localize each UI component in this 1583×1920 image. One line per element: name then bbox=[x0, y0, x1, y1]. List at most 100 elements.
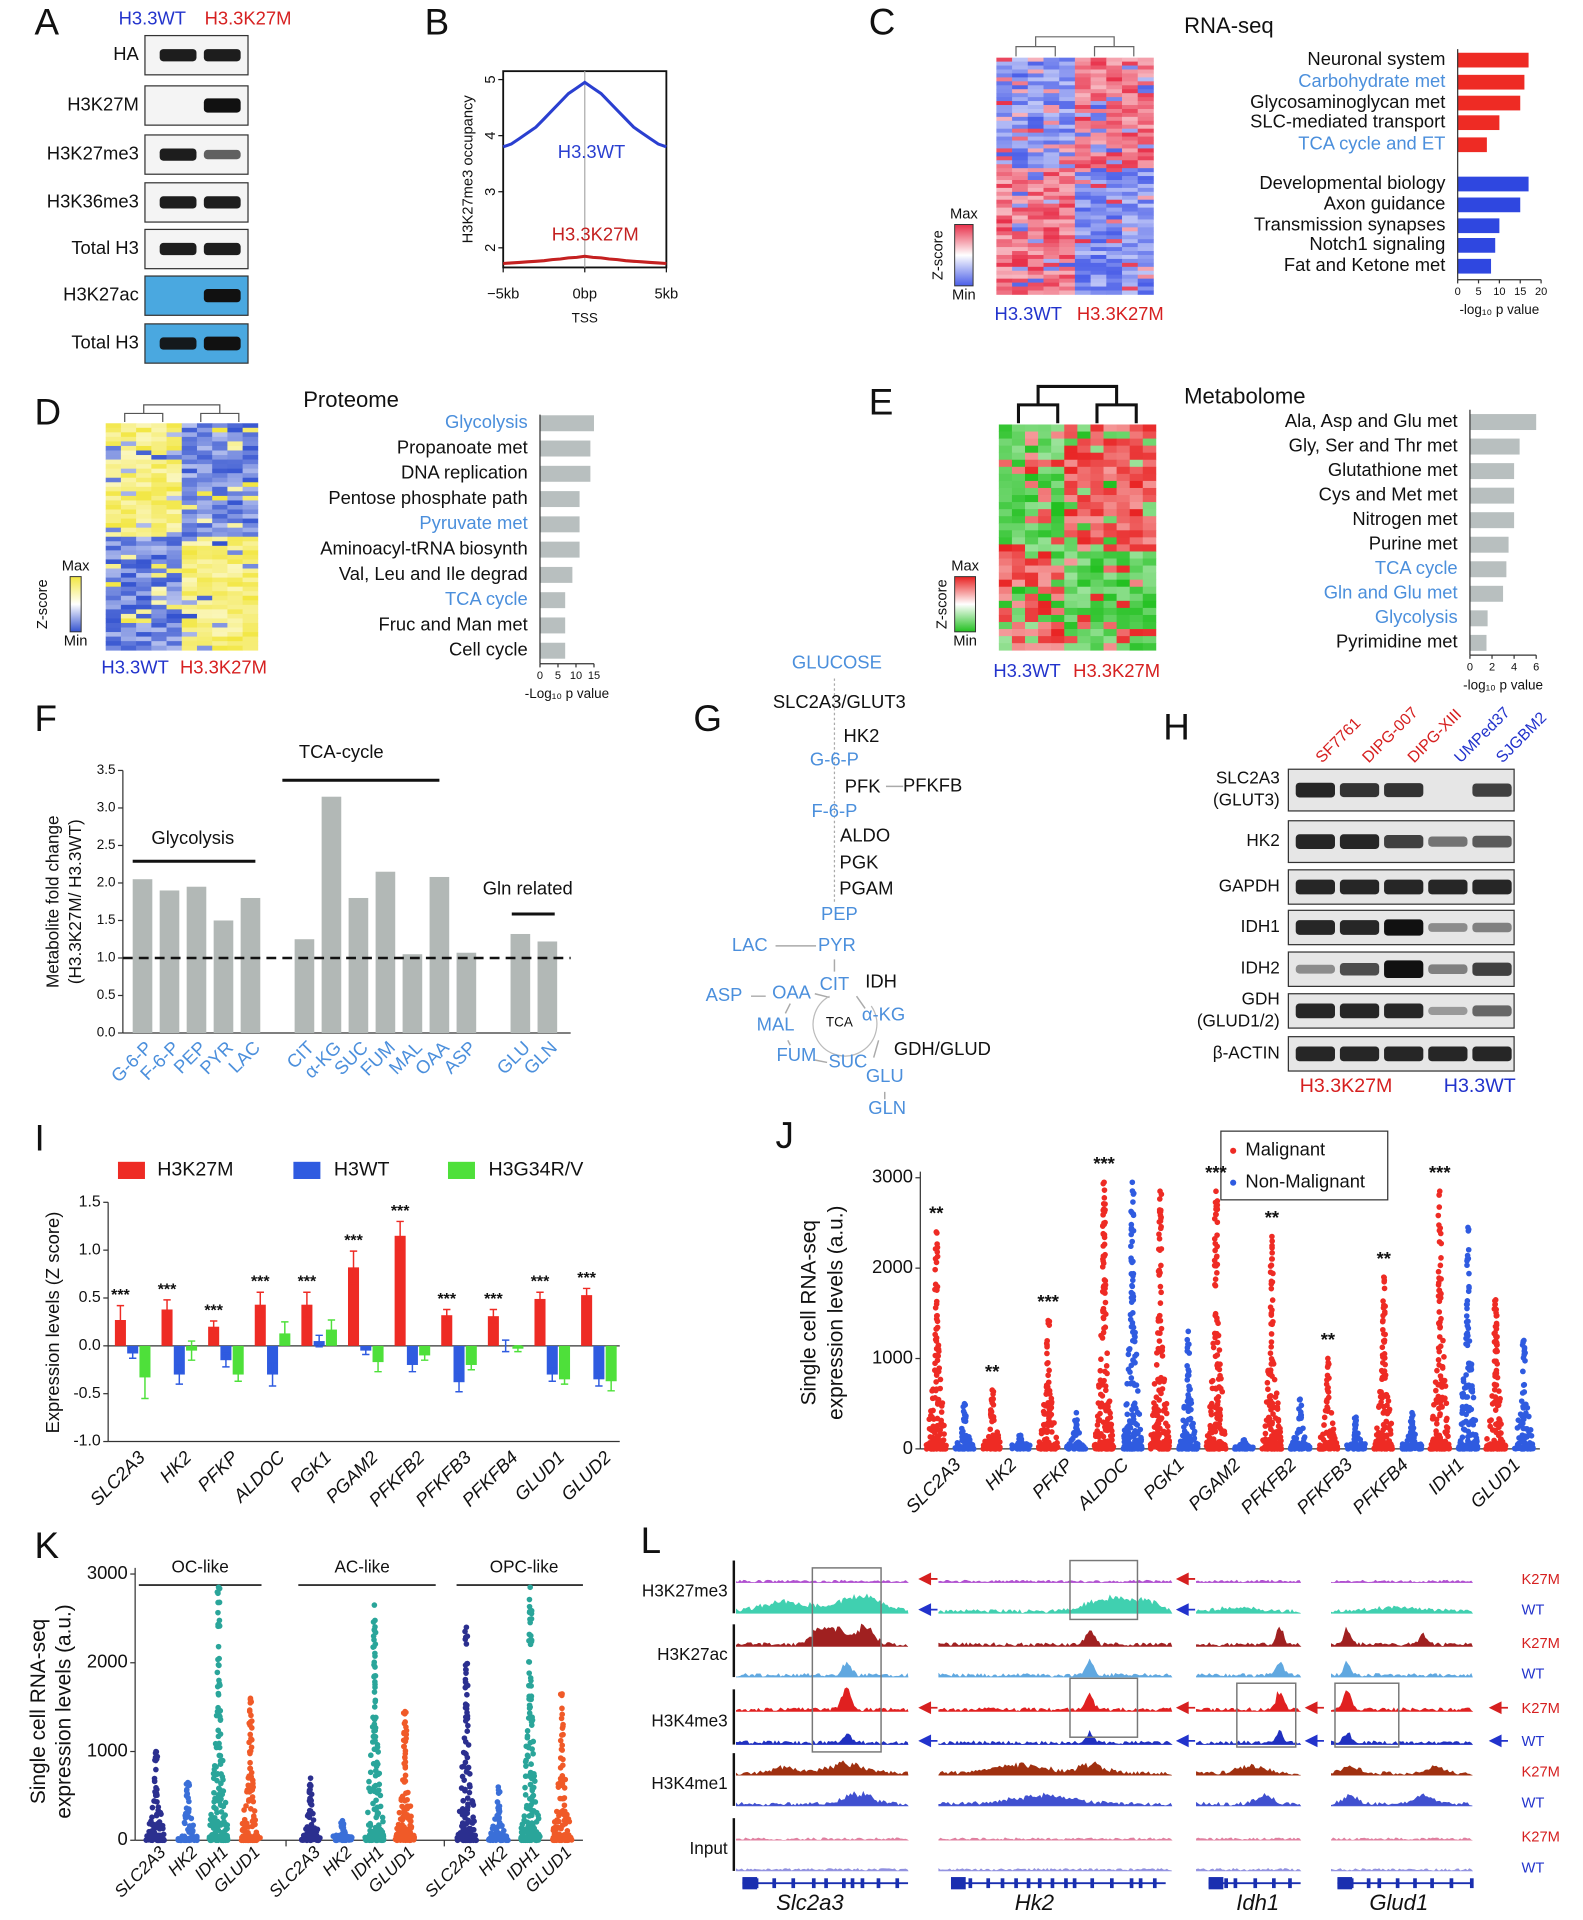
heatmap-cell bbox=[1137, 207, 1154, 212]
heatmap-cell bbox=[1059, 65, 1076, 70]
heatmap-cell bbox=[151, 550, 167, 556]
pathway-node: F-6-P bbox=[811, 800, 857, 821]
blot-band bbox=[1428, 879, 1468, 895]
heatmap-cell bbox=[1116, 480, 1131, 489]
bar bbox=[539, 440, 591, 457]
heatmap-cell bbox=[242, 568, 259, 574]
heatmap-cell bbox=[1106, 112, 1123, 118]
row-label: SLC2A3 bbox=[1216, 768, 1280, 788]
heatmap-cell bbox=[212, 568, 228, 574]
blot-band bbox=[1428, 836, 1468, 847]
column-label: H3.3WT bbox=[101, 656, 168, 677]
heatmap-cell bbox=[120, 573, 137, 578]
heatmap-cell bbox=[1106, 243, 1123, 248]
heatmap-cell bbox=[136, 427, 152, 433]
heatmap-cell bbox=[1129, 466, 1144, 475]
heatmap-cell bbox=[1051, 551, 1065, 559]
heatmap-cell bbox=[1043, 81, 1060, 86]
heatmap-cell bbox=[1137, 219, 1154, 224]
heatmap-cell bbox=[1038, 622, 1052, 630]
heatmap-cell bbox=[1043, 152, 1060, 157]
heatmap-cell bbox=[1043, 136, 1060, 141]
heatmap-cell bbox=[227, 586, 243, 592]
heatmap-cell bbox=[1012, 254, 1029, 260]
heatmap-cell bbox=[998, 438, 1013, 447]
blot-band bbox=[1428, 1046, 1468, 1062]
heatmap-cell bbox=[1090, 487, 1104, 496]
heatmap-cell bbox=[1038, 629, 1052, 637]
heatmap-cell bbox=[196, 473, 213, 479]
blot-band bbox=[1295, 782, 1335, 798]
heatmap-cell bbox=[1043, 89, 1060, 94]
heatmap-cell bbox=[1064, 459, 1078, 468]
heatmap-cell bbox=[120, 559, 137, 565]
heatmap-cell bbox=[996, 247, 1013, 252]
heatmap-cell bbox=[996, 262, 1013, 268]
heatmap-cell bbox=[227, 445, 243, 451]
heatmap-cell bbox=[996, 223, 1013, 228]
heatmap-cell bbox=[120, 536, 137, 542]
condition-label: K27M bbox=[1521, 1701, 1559, 1717]
heatmap-cell bbox=[996, 282, 1013, 287]
heatmap-cell bbox=[242, 464, 259, 470]
category-label: Pentose phosphate path bbox=[328, 487, 527, 508]
heatmap-cell bbox=[181, 495, 198, 501]
heatmap-cell bbox=[998, 600, 1013, 609]
heatmap-cell bbox=[1116, 516, 1131, 524]
heatmap-cell bbox=[166, 645, 183, 651]
heatmap-cell bbox=[996, 85, 1013, 90]
heatmap-cell bbox=[1090, 172, 1107, 177]
category-label: TCA cycle bbox=[1375, 557, 1458, 578]
heatmap-cell bbox=[1090, 140, 1107, 145]
heatmap-cell bbox=[996, 128, 1013, 134]
heatmap-cell bbox=[166, 477, 183, 483]
y-tick-label: 0 bbox=[903, 1437, 913, 1458]
highlight-box bbox=[1069, 1559, 1139, 1621]
blot-band bbox=[1428, 1006, 1468, 1015]
heatmap-cell bbox=[1077, 445, 1091, 454]
heatmap-cell bbox=[212, 609, 228, 615]
x-axis-label: -log₁₀ p value bbox=[1459, 302, 1539, 317]
heatmap-cell bbox=[105, 495, 122, 501]
pathway-node: ASP bbox=[706, 984, 743, 1005]
signal-track bbox=[1196, 1729, 1302, 1745]
heatmap-cell bbox=[1012, 148, 1029, 153]
heatmap-cell bbox=[1059, 124, 1076, 130]
heatmap-cell bbox=[181, 523, 198, 529]
heatmap-cell bbox=[1059, 101, 1076, 106]
heatmap-cell bbox=[1090, 152, 1107, 157]
heatmap-cell bbox=[1106, 97, 1123, 102]
heatmap-cell bbox=[242, 613, 259, 619]
column-label: H3.3K27M bbox=[1073, 660, 1160, 681]
bar bbox=[1457, 218, 1500, 234]
heatmap-cell bbox=[227, 518, 243, 524]
heatmap-cell bbox=[242, 514, 259, 519]
heatmap-cell bbox=[1116, 466, 1131, 475]
heatmap-cell bbox=[151, 609, 167, 615]
bar bbox=[1469, 414, 1537, 431]
heatmap-cell bbox=[998, 424, 1013, 432]
heatmap-cell bbox=[1090, 622, 1104, 630]
bar bbox=[1457, 137, 1487, 153]
significance: ** bbox=[929, 1203, 944, 1224]
heatmap-cell bbox=[1025, 530, 1039, 538]
heatmap-cell bbox=[1103, 459, 1117, 468]
heatmap-cell bbox=[1059, 69, 1076, 74]
heatmap-cell bbox=[181, 600, 198, 606]
heatmap-cell bbox=[212, 618, 228, 624]
heatmap-cell bbox=[1074, 81, 1091, 86]
heatmap-cell bbox=[105, 432, 122, 438]
heatmap-cell bbox=[1012, 223, 1029, 228]
heatmap-cell bbox=[181, 545, 198, 551]
heatmap-cell bbox=[1074, 89, 1091, 94]
heatmap-cell bbox=[166, 618, 183, 624]
heatmap-cell bbox=[181, 532, 198, 538]
heatmap-cell bbox=[1137, 180, 1154, 185]
heatmap-cell bbox=[1064, 586, 1078, 595]
category-label: Glycolysis bbox=[1375, 606, 1458, 627]
condition-label: WT bbox=[1521, 1603, 1544, 1619]
heatmap-cell bbox=[1137, 89, 1154, 94]
heatmap-cell bbox=[1043, 282, 1060, 287]
bar bbox=[1469, 536, 1509, 553]
heatmap-cell bbox=[212, 554, 228, 560]
